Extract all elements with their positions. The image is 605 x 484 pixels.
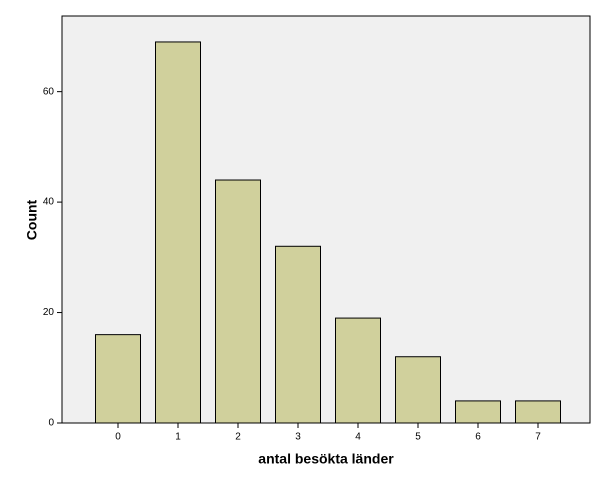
bar xyxy=(155,41,201,424)
x-tick-label: 3 xyxy=(295,432,301,443)
bar xyxy=(515,400,561,424)
y-tick-label: 20 xyxy=(43,307,55,318)
bar xyxy=(95,334,141,424)
x-tick-label: 0 xyxy=(115,432,121,443)
x-tick-label: 6 xyxy=(475,432,481,443)
bar xyxy=(335,317,381,424)
x-tick-label: 2 xyxy=(235,432,241,443)
y-tick-label: 40 xyxy=(43,197,55,208)
y-tick-label: 60 xyxy=(43,86,55,97)
y-tick-label: 0 xyxy=(48,418,54,429)
x-axis-title: antal besökta länder xyxy=(258,451,394,467)
x-tick-label: 7 xyxy=(535,432,541,443)
x-tick-label: 1 xyxy=(175,432,181,443)
bar xyxy=(395,356,441,424)
bar xyxy=(215,179,261,424)
bar xyxy=(455,400,501,424)
x-tick-label: 5 xyxy=(415,432,421,443)
bar xyxy=(275,245,321,424)
x-tick-label: 4 xyxy=(355,432,361,443)
y-axis-title: Count xyxy=(24,199,40,240)
plot-area xyxy=(61,15,591,424)
